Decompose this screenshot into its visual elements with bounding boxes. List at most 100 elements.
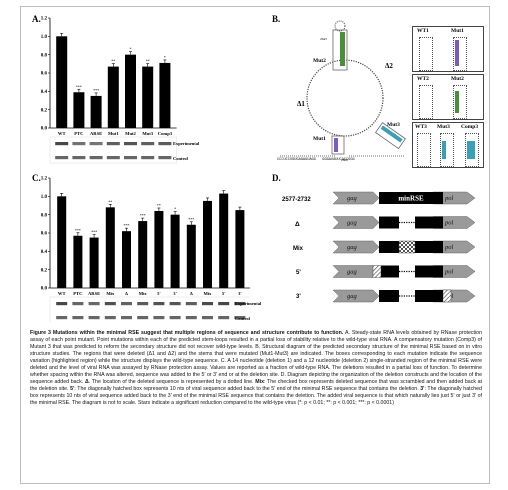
pol-label: pol xyxy=(444,269,454,276)
construct-label-2: Mix xyxy=(293,246,303,252)
significance-label: ** xyxy=(108,199,112,204)
category-label: Comp3 xyxy=(158,131,173,136)
significance-label: * xyxy=(174,207,176,212)
gel-band-experimental xyxy=(141,142,154,145)
mut-box-2: WT2 Mut2 xyxy=(412,74,484,120)
bar xyxy=(219,194,228,288)
category-label: 5' xyxy=(222,291,226,296)
minrse-label: minRSE xyxy=(398,194,424,202)
category-label: Δ xyxy=(125,291,128,296)
gel-band-experimental xyxy=(153,302,164,305)
mut2-highlight xyxy=(455,91,459,113)
significance-label: ** xyxy=(111,59,115,64)
gel-band-experimental xyxy=(218,302,229,305)
construct-diagram: gagpolminRSEgagpolgagpolgagpolgagpol xyxy=(275,182,485,322)
gel-band-experimental xyxy=(56,302,67,305)
category-label: Mix xyxy=(139,291,148,296)
top-position-label: 2645 xyxy=(320,37,327,41)
wt1-title: WT1 xyxy=(417,28,429,34)
category-label: Mix xyxy=(204,291,213,296)
rse-block-right xyxy=(415,290,443,302)
y-tick-label: 0.4 xyxy=(41,250,48,255)
bar xyxy=(159,63,170,128)
mut2-label: Mut2 xyxy=(313,58,326,64)
category-label: 3' xyxy=(238,291,242,296)
gel-band-control xyxy=(90,156,103,159)
bar xyxy=(142,67,153,128)
caption-delta-text: . The location of the deleted sequence i… xyxy=(89,379,256,385)
y-tick-label: 1.2 xyxy=(41,17,48,22)
bar xyxy=(125,55,136,128)
gel-band-experimental xyxy=(121,302,132,305)
rse-block-right xyxy=(415,217,443,229)
mut3-label: Mut3 xyxy=(387,122,400,128)
chart-c: 0.00.20.40.60.81.01.2WT***PTC***ARSE**Mi… xyxy=(30,172,250,322)
y-tick-label: 0.8 xyxy=(41,53,48,58)
gel-band-control xyxy=(218,316,229,319)
comp3-highlight xyxy=(467,141,475,159)
y-tick-label: 1.0 xyxy=(41,35,48,40)
gag-label: gag xyxy=(347,293,358,300)
mut-box-1: WT1 Mut1 xyxy=(412,26,484,72)
category-label: Mix xyxy=(106,291,115,296)
gag-label: gag xyxy=(347,269,358,276)
y-tick-label: 0.0 xyxy=(41,127,48,132)
gel-band-experimental xyxy=(124,142,137,145)
significance-label: *** xyxy=(76,84,82,89)
gel-band-control xyxy=(56,316,67,319)
rse-structure-diagram: Δ1 Δ2 Mut2 Mut1 Mut3 2645 2600 xyxy=(275,18,410,168)
delta1-label: Δ1 xyxy=(297,100,305,108)
construct-label-4: 3' xyxy=(296,294,301,300)
category-label: PTC xyxy=(74,131,83,136)
bar xyxy=(90,238,99,288)
category-label: ARSE xyxy=(90,131,102,136)
significance-label: *** xyxy=(124,223,130,228)
mut1-label: Mut1 xyxy=(313,136,326,142)
significance-label: *** xyxy=(140,213,146,218)
rse-block-right xyxy=(415,266,443,278)
gel-c-control-label: Control xyxy=(235,316,250,321)
category-label: WT xyxy=(58,131,66,136)
gel-band-control xyxy=(55,156,68,159)
category-label: 5' xyxy=(157,291,161,296)
gel-band-experimental xyxy=(202,302,213,305)
delta2-label: Δ2 xyxy=(385,62,393,70)
category-label: Mut2 xyxy=(125,131,136,136)
rse-block-left xyxy=(379,266,399,278)
scrambled-block xyxy=(399,241,415,253)
gel-band-experimental xyxy=(137,302,148,305)
gel-band-control xyxy=(89,316,100,319)
figure-caption: Figure 3 Mutations within the minimal RS… xyxy=(30,330,482,480)
gel-band-experimental xyxy=(186,302,197,305)
hatched-5prime-block xyxy=(373,266,381,278)
gel-band-experimental xyxy=(105,302,116,305)
y-tick-label: 0.0 xyxy=(41,287,48,292)
bar xyxy=(106,207,115,288)
construct-row: gag pol xyxy=(333,266,475,278)
gel-band-experimental xyxy=(55,142,68,145)
significance-label: ** xyxy=(157,203,161,208)
pol-label: pol xyxy=(444,244,454,251)
bar xyxy=(203,201,212,288)
mut-box-3: WT3 Mut3 Comp3 xyxy=(412,122,484,168)
construct-label-0: 2577-2732 xyxy=(282,197,311,203)
wt3-title: WT3 xyxy=(415,124,427,130)
gel-band-experimental xyxy=(72,302,83,305)
y-tick-label: 0.2 xyxy=(41,108,48,113)
gel-band-control xyxy=(158,156,171,159)
y-tick-label: 0.6 xyxy=(41,232,48,237)
rse-block-left xyxy=(379,217,399,229)
category-label: 3' xyxy=(173,291,177,296)
gel-band-control xyxy=(170,316,181,319)
construct-label-3: 5' xyxy=(296,270,301,276)
mut2-stem xyxy=(333,21,347,70)
rse-block-right xyxy=(415,241,443,253)
y-tick-label: 0.6 xyxy=(41,72,48,77)
gel-band-experimental xyxy=(170,302,181,305)
gel-band-control xyxy=(141,156,154,159)
bar xyxy=(108,67,119,128)
bottom-sequence: CCCUCCUGUGAGAGUAGG GGGAUAUUCACCGGG xyxy=(277,158,355,162)
gag-label: gag xyxy=(347,195,358,202)
significance-label: * xyxy=(130,47,132,52)
